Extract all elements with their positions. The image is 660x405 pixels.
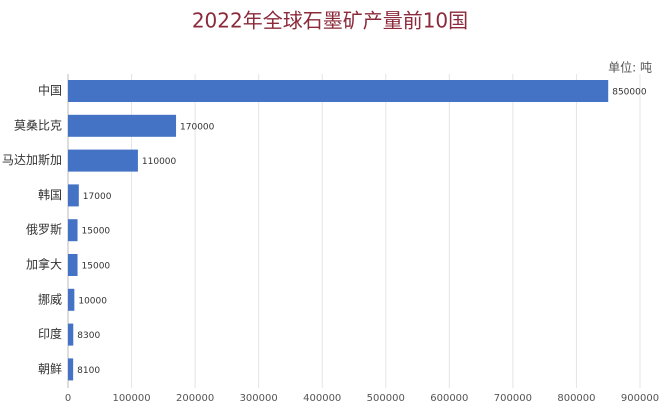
x-tick-label: 800000	[557, 393, 595, 404]
value-label: 8300	[77, 331, 100, 341]
x-tick-label: 700000	[494, 393, 532, 404]
x-tick-label: 100000	[112, 393, 150, 404]
category-label: 加拿大	[26, 257, 62, 272]
bar	[68, 358, 74, 381]
chart-title: 2022年全球石墨矿产量前10国	[192, 9, 468, 33]
x-tick-label: 900000	[621, 393, 659, 404]
x-tick-label: 300000	[240, 393, 278, 404]
x-tick-label: 500000	[367, 393, 405, 404]
category-label: 俄罗斯	[26, 223, 62, 237]
x-tick-label: 600000	[430, 393, 468, 404]
category-label: 挪威	[38, 292, 62, 306]
value-label: 15000	[82, 262, 111, 272]
value-label: 8100	[77, 366, 100, 376]
bar	[68, 184, 79, 207]
x-tick-label: 0	[65, 393, 71, 404]
category-label: 马达加斯加	[2, 153, 62, 167]
category-label: 中国	[38, 83, 62, 98]
bar	[68, 219, 78, 242]
value-label: 15000	[82, 227, 111, 237]
category-label: 朝鲜	[38, 362, 62, 376]
value-label: 850000	[612, 88, 647, 98]
unit-label: 单位: 吨	[608, 60, 652, 75]
bar	[68, 114, 177, 137]
value-label: 110000	[142, 157, 177, 167]
x-tick-label: 400000	[303, 393, 341, 404]
value-label: 170000	[180, 122, 215, 132]
bar	[68, 323, 74, 346]
value-label: 10000	[78, 296, 107, 306]
category-label: 莫桑比克	[14, 118, 62, 132]
value-label: 17000	[83, 192, 112, 202]
bar	[68, 149, 138, 172]
category-label: 印度	[38, 326, 62, 341]
category-label: 韩国	[38, 187, 62, 202]
bar	[68, 80, 609, 102]
x-tick-label: 200000	[176, 393, 214, 404]
bar	[68, 254, 78, 276]
bar	[68, 288, 75, 311]
